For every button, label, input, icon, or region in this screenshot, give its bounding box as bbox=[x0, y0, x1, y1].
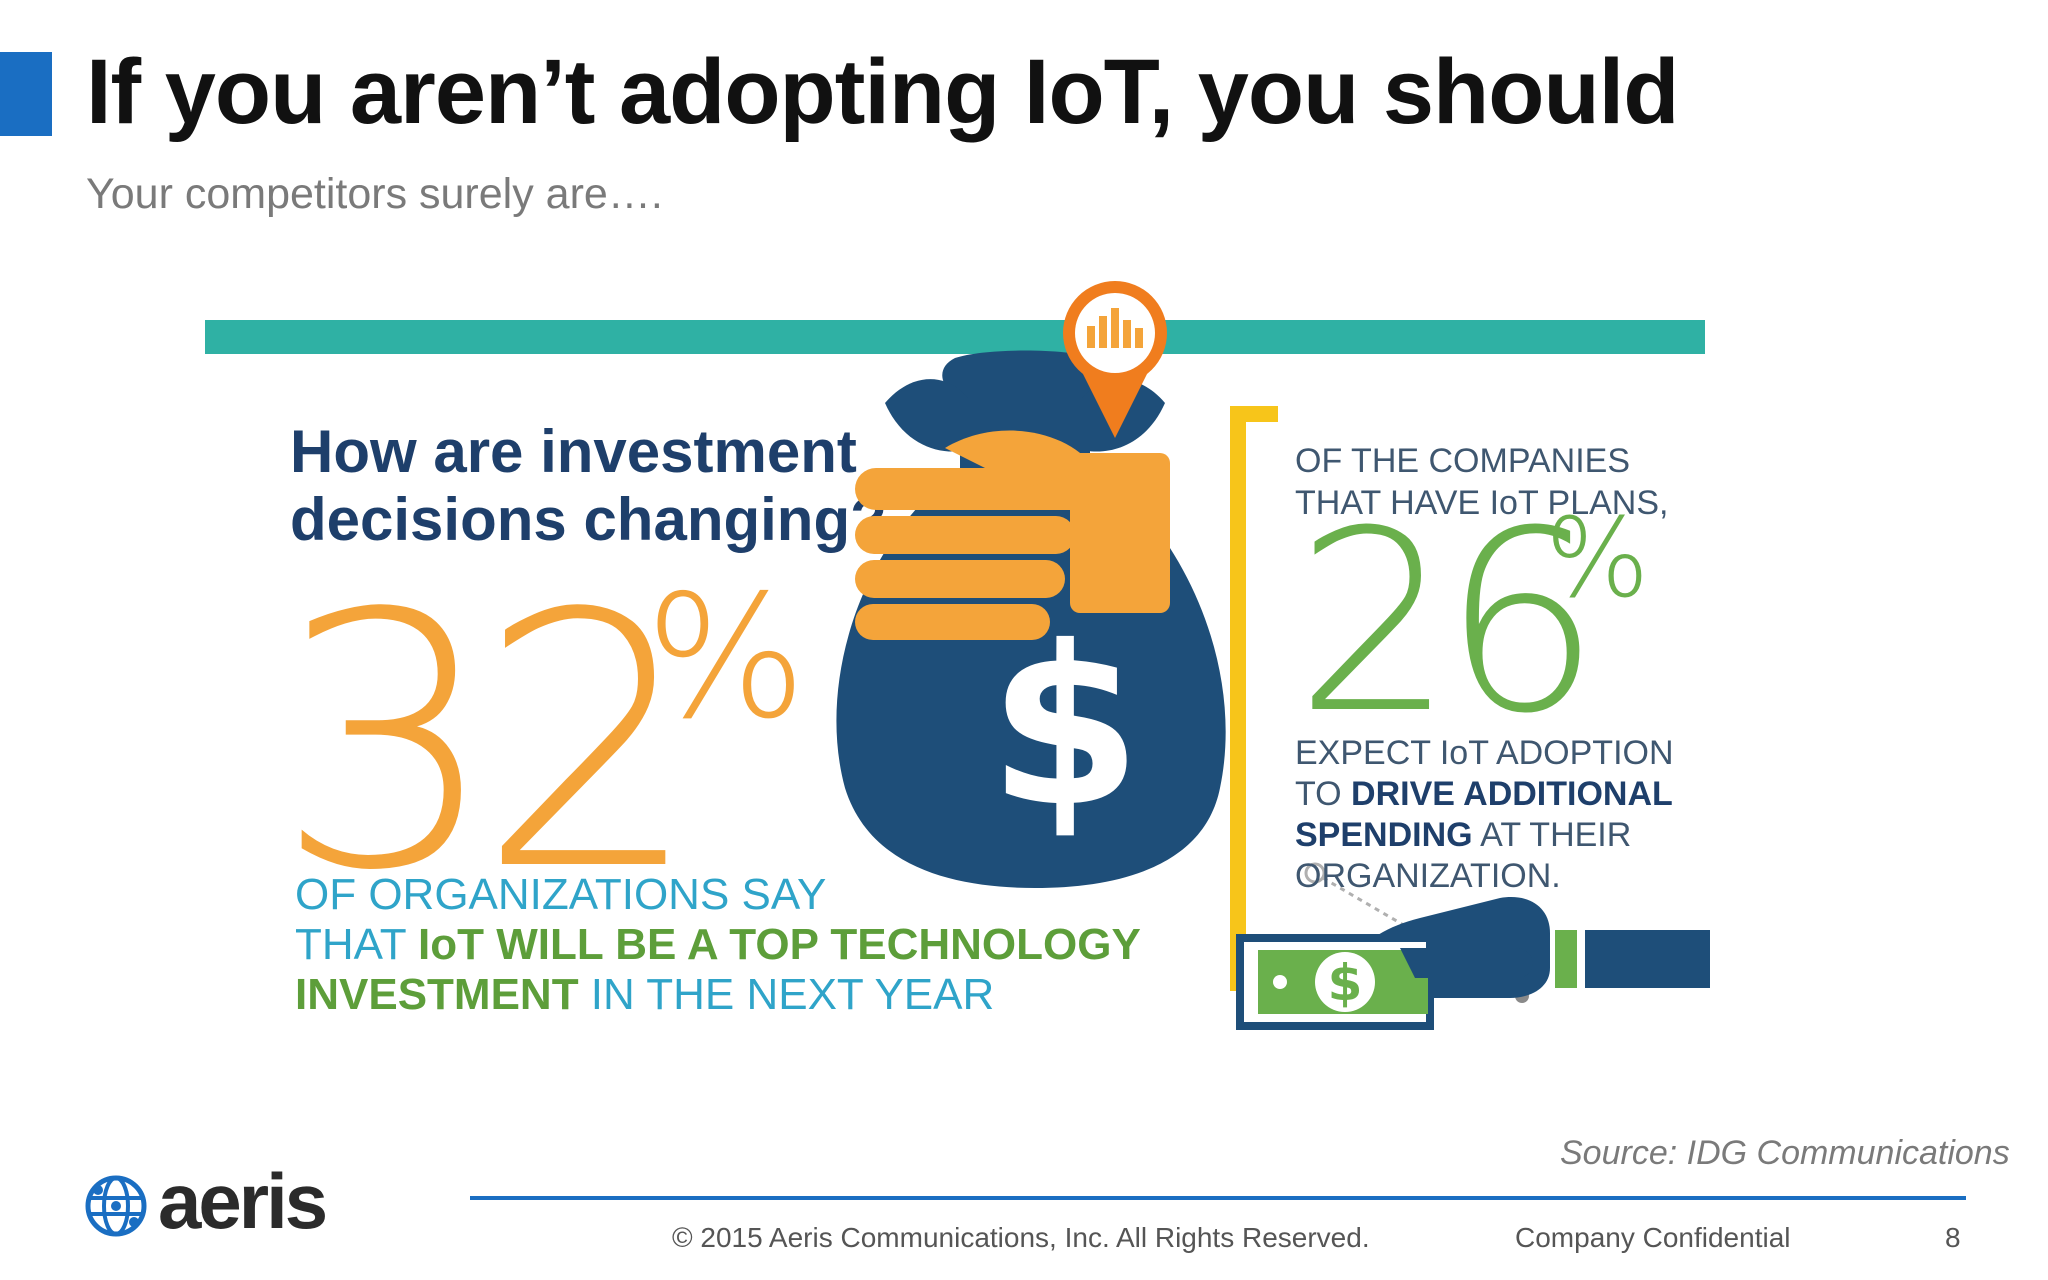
footer-divider bbox=[470, 1196, 1966, 1200]
question-line-2: decisions changing? bbox=[290, 486, 887, 553]
logo-text: aeris bbox=[158, 1157, 328, 1245]
page-title: If you aren’t adopting IoT, you should bbox=[86, 41, 1679, 143]
stat-32-line-3: INVESTMENT IN THE NEXT YEAR bbox=[295, 970, 1195, 1020]
page-number: 8 bbox=[1945, 1222, 1961, 1253]
stat-26-intro: OF THE COMPANIES THAT HAVE IoT PLANS, bbox=[1295, 440, 1669, 524]
source-citation: Source: IDG Communications bbox=[1560, 1134, 2010, 1172]
globe-network-icon bbox=[85, 1175, 147, 1237]
stat-32-description: OF ORGANIZATIONS SAY THAT IoT WILL BE A … bbox=[295, 870, 1195, 1020]
stat-26-intro-line-1: OF THE COMPANIES bbox=[1295, 442, 1631, 480]
stat-32-line-2-bold: IoT WILL BE A TOP TECHNOLOGY bbox=[418, 920, 1141, 969]
stat-26-line-2-bold: DRIVE ADDITIONAL bbox=[1351, 775, 1673, 813]
copyright-text: © 2015 Aeris Communications, Inc. All Ri… bbox=[672, 1222, 1370, 1253]
stat-32-number: 32 bbox=[275, 539, 700, 947]
page-subtitle: Your competitors surely are…. bbox=[86, 170, 663, 218]
stat-26-line-2-prefix: TO bbox=[1295, 775, 1352, 813]
stat-26-line-3: SPENDING AT THEIR bbox=[1295, 815, 1674, 856]
stat-32-line-3-bold: INVESTMENT bbox=[295, 970, 579, 1019]
infographic-question: How are investment decisions changing? bbox=[290, 418, 887, 554]
stat-26-line-4: ORGANIZATION. bbox=[1295, 857, 1561, 895]
stat-32-percent-sign: % bbox=[645, 559, 807, 757]
stat-26-description: EXPECT IoT ADOPTION TO DRIVE ADDITIONAL … bbox=[1295, 733, 1674, 897]
cash-dollar-sign: $ bbox=[1328, 954, 1363, 1012]
confidential-label: Company Confidential bbox=[1515, 1222, 1791, 1253]
infographic-top-bar bbox=[205, 320, 1705, 354]
stat-32-line-3-suffix: IN THE NEXT YEAR bbox=[578, 970, 995, 1019]
stat-26-percent-sign: % bbox=[1545, 494, 1650, 622]
stat-32-line-2-prefix: THAT bbox=[295, 920, 419, 969]
question-line-1: How are investment bbox=[290, 418, 857, 485]
aeris-logo: aeris bbox=[84, 1157, 404, 1250]
stat-26-intro-line-2: THAT HAVE IoT PLANS, bbox=[1295, 484, 1669, 522]
stat-26-number: 26 bbox=[1295, 477, 1601, 768]
cash-hand-icon: $ bbox=[1236, 897, 1710, 1030]
stat-26-line-3-suffix: AT THEIR bbox=[1472, 816, 1632, 854]
bag-dollar-sign: $ bbox=[988, 599, 1141, 855]
stat-26-line-2: TO DRIVE ADDITIONAL bbox=[1295, 774, 1674, 815]
stat-32-line-2: THAT IoT WILL BE A TOP TECHNOLOGY bbox=[295, 920, 1195, 970]
stat-26-line-1: EXPECT IoT ADOPTION bbox=[1295, 734, 1674, 772]
iot-infographic: How are investment decisions changing? 3… bbox=[205, 281, 1710, 1038]
stat-26-line-3-bold: SPENDING bbox=[1295, 816, 1473, 854]
title-accent-bar bbox=[0, 52, 52, 136]
money-bag-icon: $ bbox=[836, 281, 1529, 1003]
stat-32-line-1: OF ORGANIZATIONS SAY bbox=[295, 870, 827, 919]
